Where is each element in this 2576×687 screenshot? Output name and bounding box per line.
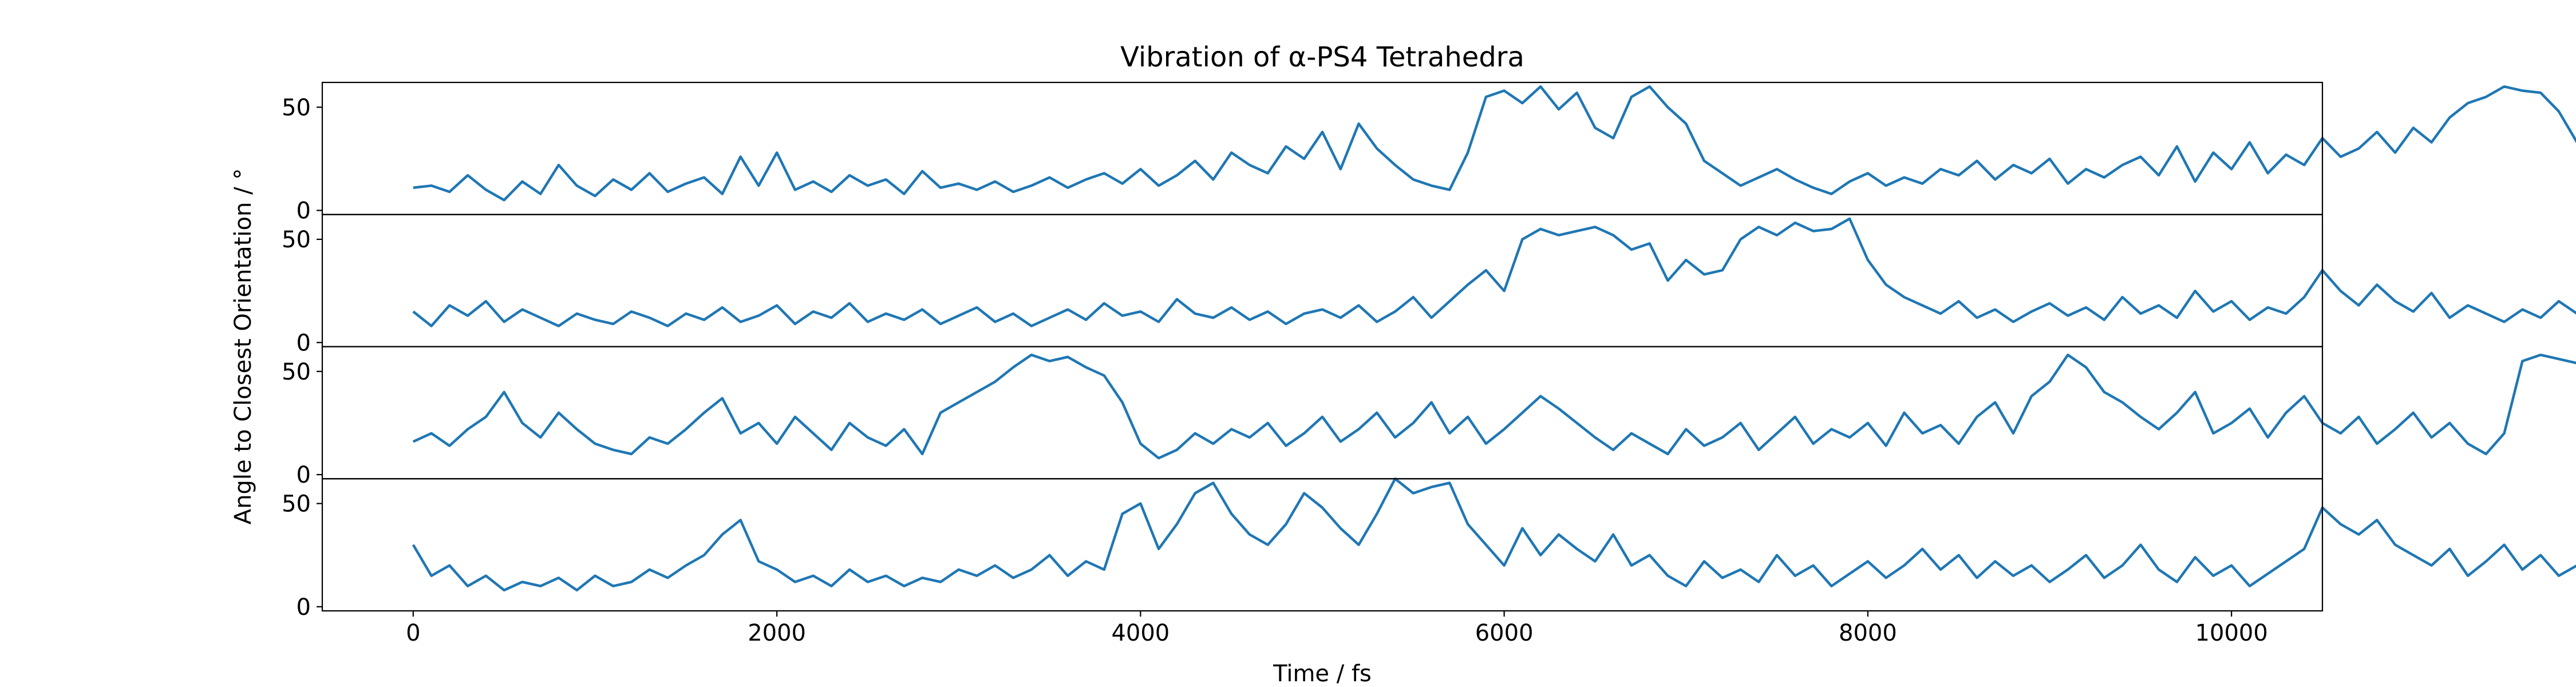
x-tick-label: 4000 <box>1111 620 1170 646</box>
y-tick-label: 50 <box>282 227 311 253</box>
y-tick-label: 50 <box>282 491 311 518</box>
y-tick-label: 0 <box>297 462 311 488</box>
panel-frame-4 <box>321 478 2324 612</box>
x-axis: 0 2000 4000 6000 8000 10000 <box>406 611 2268 646</box>
series-line-2 <box>412 217 2576 327</box>
x-tick-label: 0 <box>406 620 420 646</box>
x-tick-label: 8000 <box>1839 620 1897 646</box>
y-tick-label: 0 <box>297 594 311 621</box>
x-tick-label: 2000 <box>748 620 806 646</box>
y-tick-label: 50 <box>282 359 311 385</box>
series-line-3 <box>412 353 2576 460</box>
panel-4: 0 50 <box>282 477 2576 621</box>
x-tick-label: 10000 <box>2195 620 2268 646</box>
x-tick-label: 6000 <box>1475 620 1534 646</box>
chart-title: Vibration of α-PS4 Tetrahedra <box>1120 41 1524 73</box>
series-line-4 <box>412 477 2576 592</box>
y-axis-label: Angle to Closest Orientation / ° <box>230 168 256 524</box>
y-tick-label: 0 <box>297 198 311 224</box>
series-line-1 <box>413 85 2576 202</box>
x-axis-label: Time / fs <box>1273 661 1372 687</box>
panels-group: 0 50 0 50 0 50 0 50 <box>282 81 2576 621</box>
y-tick-label: 50 <box>282 94 311 121</box>
y-tick-label: 0 <box>297 330 311 356</box>
